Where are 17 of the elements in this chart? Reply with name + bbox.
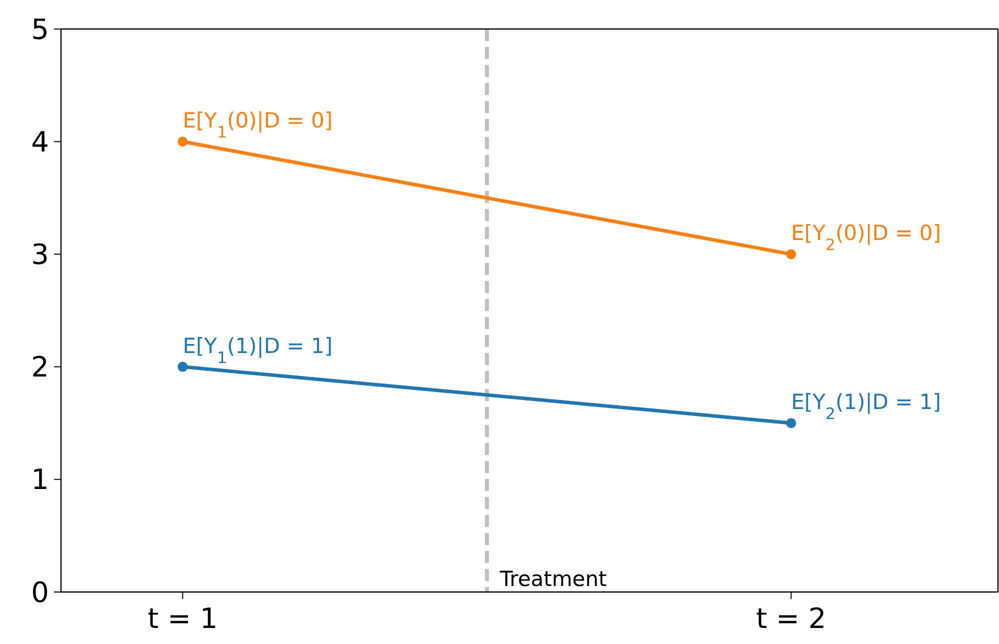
x-tick-label: t = 1 [148,602,218,635]
y-tick-label: 4 [31,125,49,158]
point [786,418,796,428]
x-tick-label: t = 2 [756,602,826,635]
data-label: E[Y$_{2}$(0)|D = 0] [791,221,941,254]
y-tick-label: 2 [31,350,49,384]
data-label: E[Y$_{2}$(1)|D = 1] [791,390,941,423]
data-label: E[Y$_{1}$(0)|D = 0] [182,108,333,142]
y-tick-label: 0 [31,576,49,609]
ref-line-label: Treatment [498,567,607,591]
y-tick-label: 1 [31,463,49,496]
point [178,136,188,147]
y-tick-label: 3 [31,238,49,271]
y-tick-label: 5 [31,12,49,46]
point [178,362,188,372]
data-label: E[Y$_{1}$(1)|D = 1] [182,334,333,366]
point [786,249,796,260]
